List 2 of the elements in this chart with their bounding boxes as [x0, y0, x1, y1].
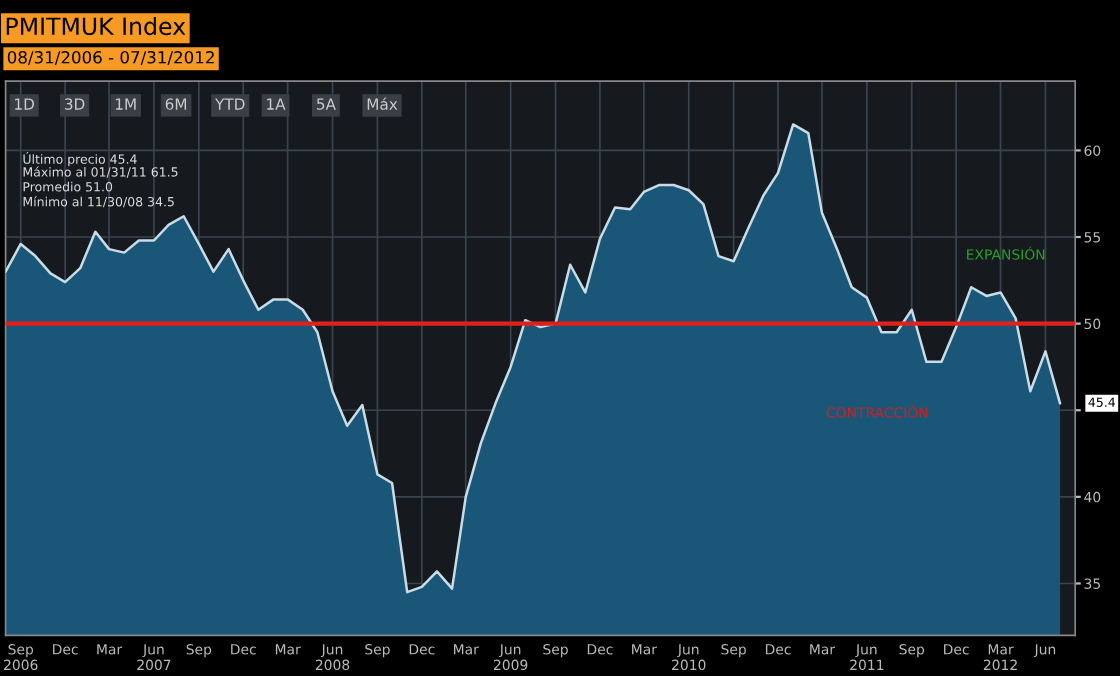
chart-subtitle: 08/31/2006 - 07/31/2012: [7, 50, 214, 65]
chart-title: PMITMUK Index: [6, 16, 186, 36]
